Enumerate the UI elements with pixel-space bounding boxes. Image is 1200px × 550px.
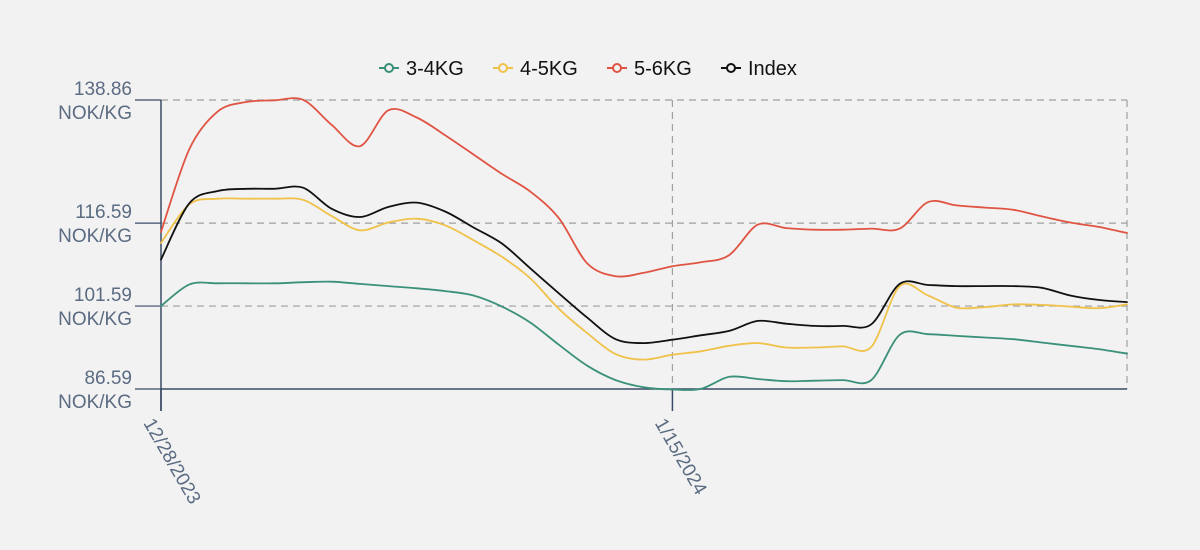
- legend-item-4-5kg: 4-5KG: [493, 58, 578, 80]
- legend-marker: [612, 63, 622, 73]
- grid: [161, 99, 1128, 389]
- legend-item-3-4kg: 3-4KG: [379, 58, 464, 80]
- series-lines: [160, 97, 1128, 391]
- series-line-3-4kg: [160, 280, 1128, 391]
- y-tick-unit-label: NOK/KG: [58, 103, 132, 124]
- legend-marker: [384, 63, 394, 73]
- legend-label: 4-5KG: [520, 58, 578, 80]
- legend-item-5-6kg: 5-6KG: [607, 58, 692, 80]
- y-tick-label: 116.59: [75, 202, 132, 223]
- y-tick-label: 138.86: [74, 79, 132, 100]
- x-tick-label: 1/15/2024: [650, 415, 711, 499]
- legend-marker: [726, 63, 736, 73]
- y-tick-unit-label: NOK/KG: [58, 226, 132, 247]
- y-tick-label: 86.59: [84, 368, 132, 389]
- series-line-4-5kg: [160, 197, 1128, 361]
- y-tick-label: 101.59: [74, 285, 132, 306]
- axes: 86.59 NOK/KG 101.59 NOK/KG 116.59 NOK/KG 138.8…: [58, 79, 1127, 508]
- legend-marker: [498, 63, 508, 73]
- series-line-5-6kg: [160, 97, 1128, 278]
- legend: 3-4KG 4-5KG 5-6KG Index: [379, 58, 797, 80]
- y-tick-unit-label: NOK/KG: [58, 309, 132, 330]
- legend-item-index: Index: [721, 58, 797, 80]
- y-tick-unit-label: NOK/KG: [58, 392, 132, 413]
- legend-label: Index: [748, 58, 797, 80]
- legend-label: 3-4KG: [406, 58, 464, 80]
- x-tick-label: 12/28/2023: [139, 415, 205, 508]
- series-line-index: [160, 185, 1128, 344]
- legend-label: 5-6KG: [634, 58, 692, 80]
